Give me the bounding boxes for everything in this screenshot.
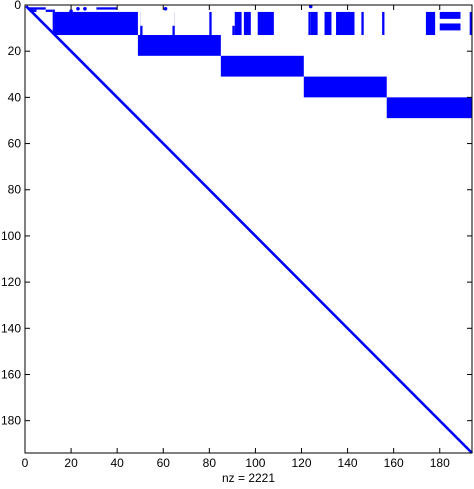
- row-segment-2: [29, 9, 37, 12]
- row-segment-3: [45, 9, 53, 12]
- top-cluster-1: [243, 11, 251, 36]
- white-gap-1: [158, 7, 175, 26]
- outlier-point-3: [163, 7, 168, 11]
- x-axis-label: nz = 2221: [222, 471, 275, 484]
- top-cluster-3: [310, 11, 318, 36]
- x-tick-label-120: 120: [291, 456, 311, 470]
- top-cluster-0: [234, 11, 242, 36]
- row-segment-1: [96, 7, 118, 10]
- ticks-layer: 0 20 40 60 80 100 120 140 160 180 0 20 40 60 80 100 120 1…: [1, 0, 472, 470]
- white-gap-2: [177, 7, 191, 26]
- outlier-point-4: [308, 4, 313, 9]
- y-tick-label-120: 120: [1, 275, 21, 289]
- white-gap-3: [213, 7, 235, 26]
- x-tick-label-40: 40: [110, 456, 124, 470]
- x-tick-label-140: 140: [338, 456, 358, 470]
- x-tick-label-100: 100: [245, 456, 265, 470]
- dense-block-1: [137, 35, 221, 56]
- top-cluster-7: [439, 11, 461, 19]
- y-tick-label-0: 0: [14, 0, 21, 12]
- x-tick-label-180: 180: [430, 456, 450, 470]
- dense-block-3: [303, 76, 387, 98]
- x-tick-label-80: 80: [203, 456, 217, 470]
- outlier-point-1: [69, 9, 73, 13]
- y-tick-label-40: 40: [8, 90, 22, 104]
- y-tick-label-140: 140: [1, 321, 21, 335]
- column-segment-3: [209, 11, 212, 36]
- plot-frame: [24, 4, 473, 454]
- outlier-point-0: [76, 7, 80, 11]
- y-tick-label-20: 20: [8, 44, 22, 58]
- white-gap-4: [386, 7, 408, 26]
- y-tick-label-80: 80: [8, 183, 22, 197]
- y-tick-label-60: 60: [8, 137, 22, 151]
- dense-block-0: [54, 11, 138, 36]
- top-cluster-4: [324, 11, 332, 36]
- top-cluster-6: [425, 11, 436, 36]
- column-segment-5: [308, 11, 311, 36]
- column-segment-0: [52, 9, 55, 36]
- top-cluster-8: [439, 23, 461, 31]
- row-segment-0: [27, 7, 46, 10]
- y-tick-label-180: 180: [1, 414, 21, 428]
- x-tick-label-20: 20: [64, 456, 78, 470]
- x-tick-label-160: 160: [384, 456, 404, 470]
- top-cluster-2: [257, 11, 274, 36]
- marks-layer: [25, 4, 473, 454]
- column-segment-7: [361, 11, 364, 36]
- top-cluster-5: [336, 11, 355, 36]
- x-tick-label-60: 60: [157, 456, 171, 470]
- dense-block-2: [220, 55, 304, 77]
- y-tick-label-100: 100: [1, 229, 21, 243]
- y-tick-label-160: 160: [1, 367, 21, 381]
- diagonal-line: [25, 5, 473, 454]
- column-segment-9: [469, 11, 472, 36]
- outlier-point-2: [83, 7, 87, 11]
- x-tick-label-0: 0: [22, 456, 29, 470]
- dense-block-4: [386, 97, 472, 119]
- white-gap-0: [140, 7, 157, 26]
- column-segment-8: [382, 11, 385, 36]
